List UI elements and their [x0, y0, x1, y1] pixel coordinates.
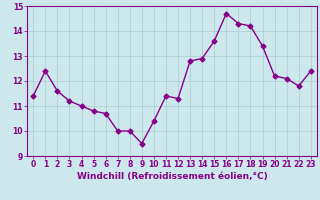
X-axis label: Windchill (Refroidissement éolien,°C): Windchill (Refroidissement éolien,°C) — [76, 172, 268, 181]
